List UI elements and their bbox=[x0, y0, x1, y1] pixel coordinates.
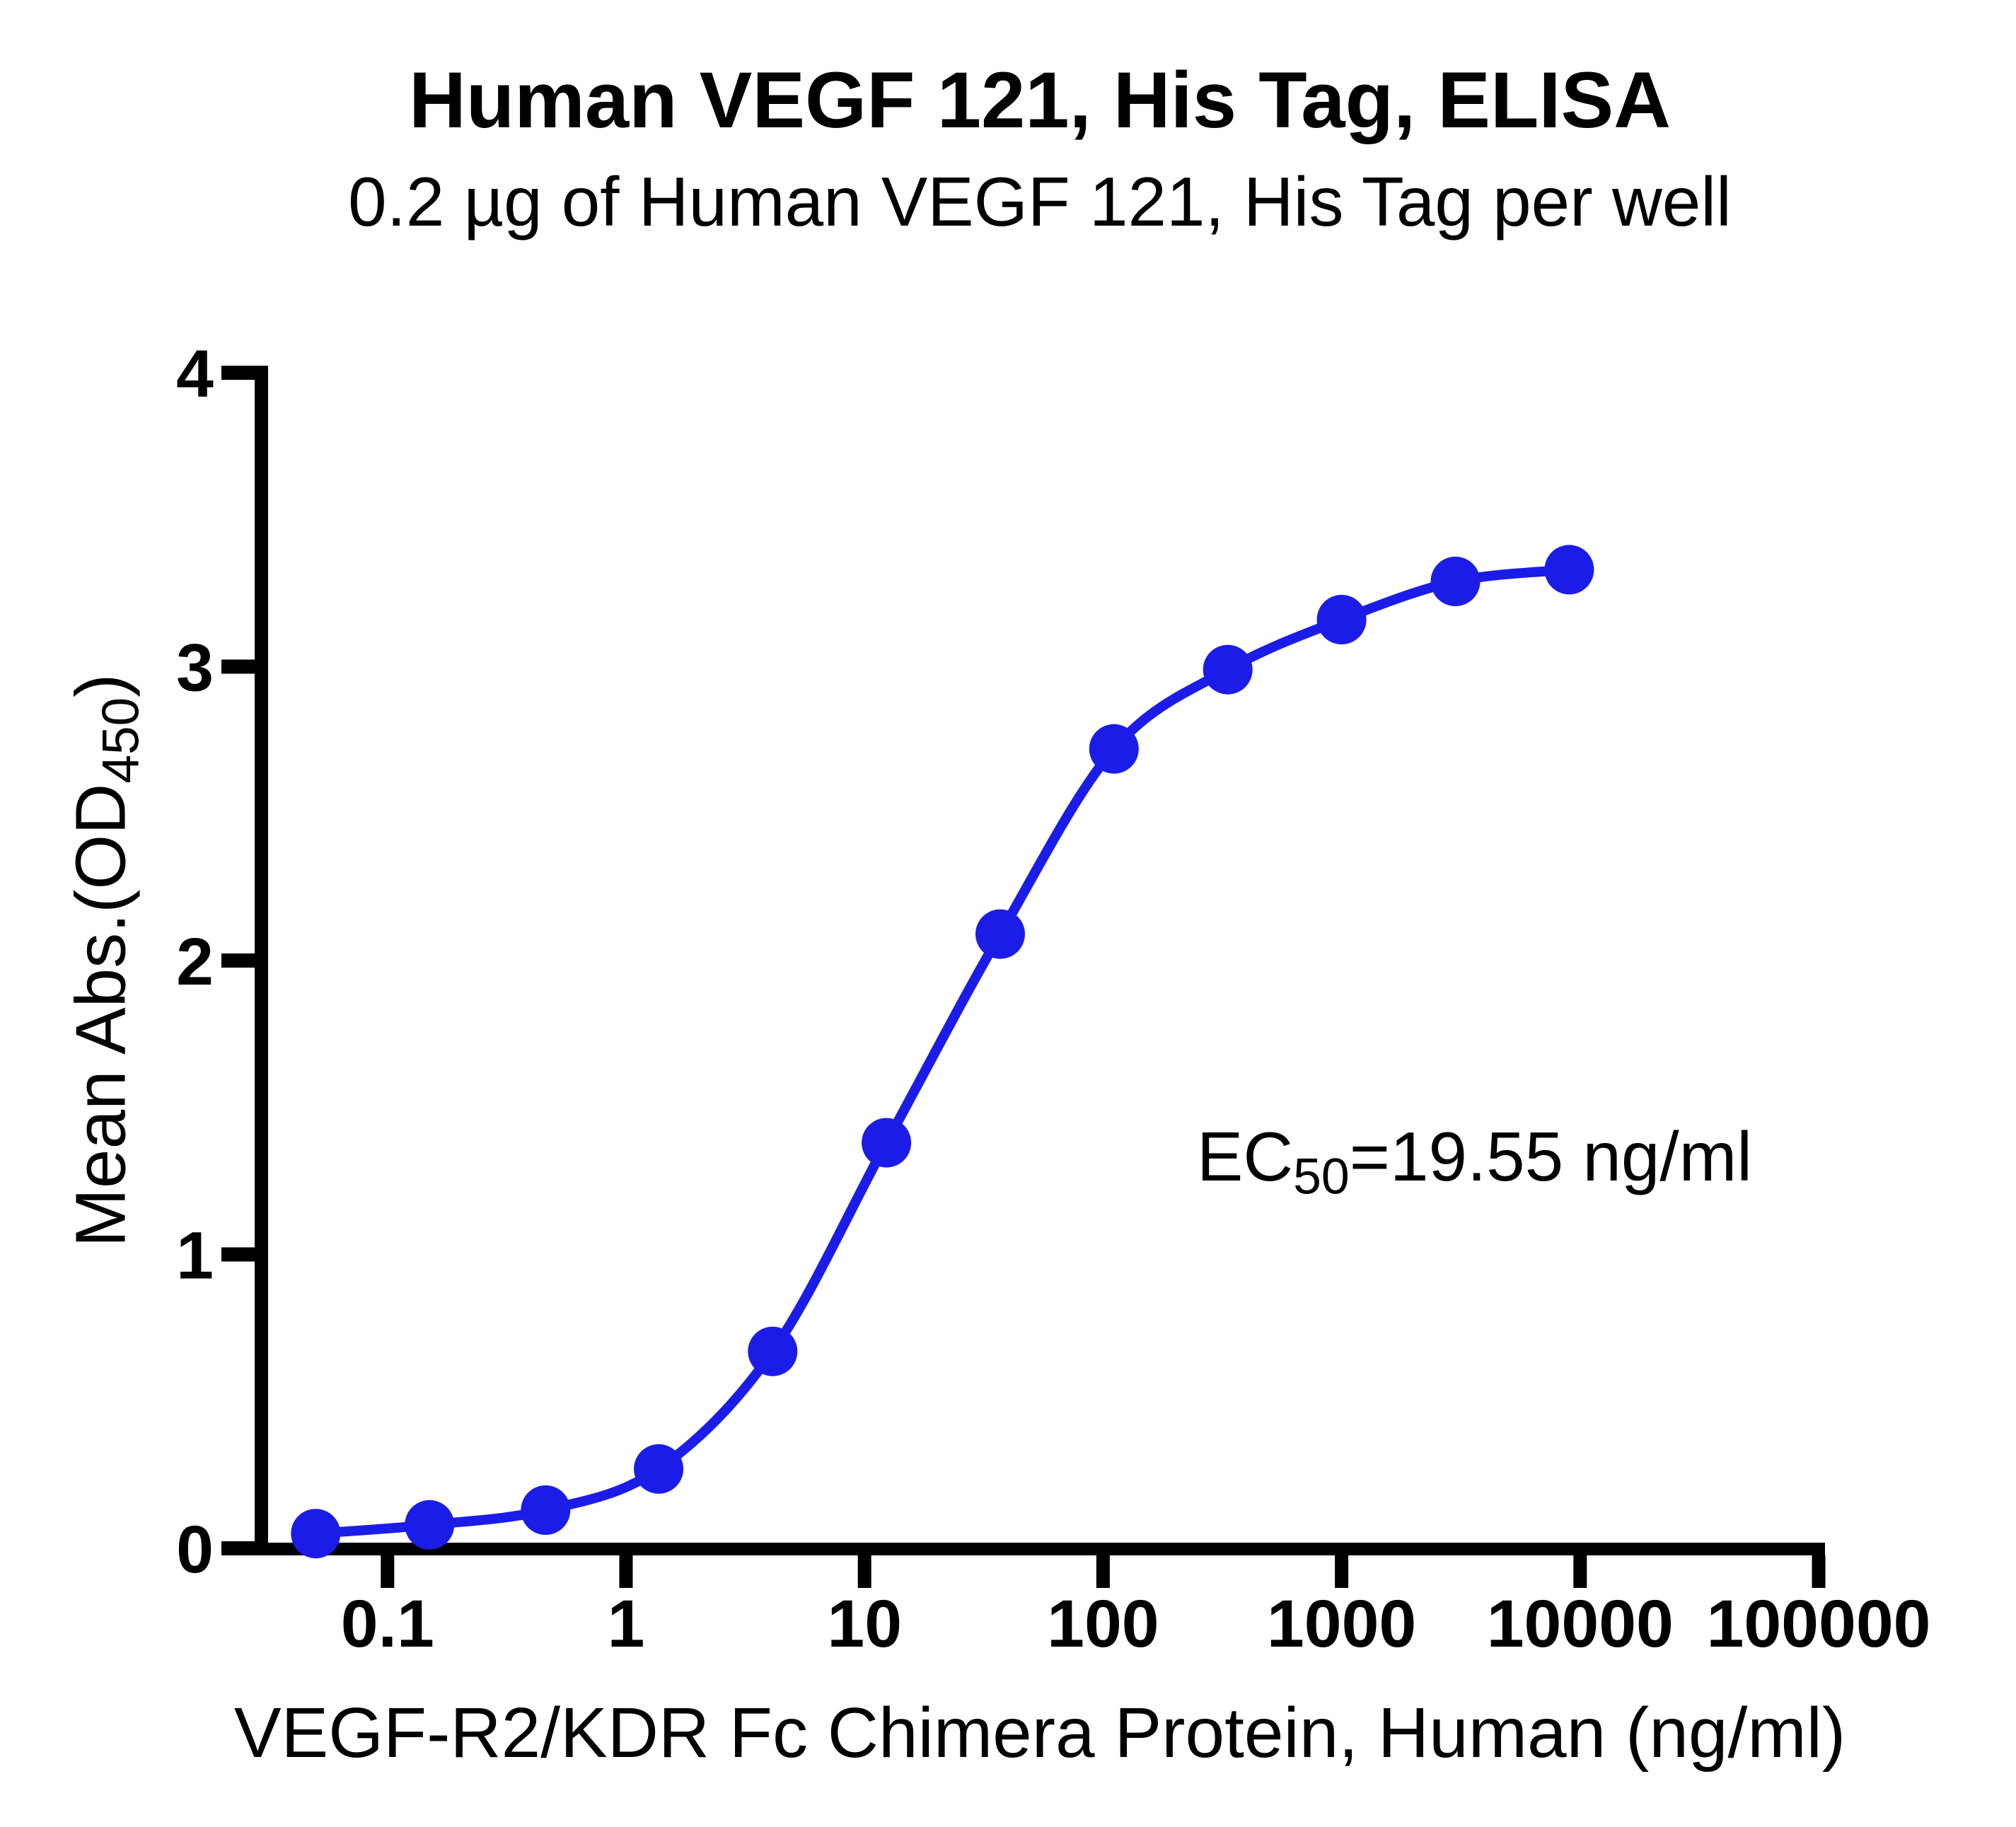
x-tick bbox=[381, 1555, 395, 1588]
x-tick-label: 1 bbox=[608, 1587, 645, 1661]
data-point bbox=[291, 1509, 341, 1559]
y-tick bbox=[221, 366, 255, 380]
x-tick bbox=[619, 1555, 633, 1588]
y-axis-spine bbox=[255, 366, 268, 1555]
y-tick bbox=[221, 953, 255, 968]
x-tick-label: 1000 bbox=[1267, 1587, 1416, 1661]
x-tick-label: 100000 bbox=[1706, 1587, 1930, 1661]
data-point bbox=[405, 1500, 455, 1550]
x-tick bbox=[1573, 1555, 1587, 1588]
y-tick-label: 0 bbox=[176, 1512, 214, 1587]
x-tick bbox=[857, 1555, 871, 1588]
data-point bbox=[1544, 545, 1594, 595]
data-point bbox=[521, 1485, 571, 1535]
x-tick-label: 0.1 bbox=[341, 1587, 434, 1661]
x-tick bbox=[1812, 1555, 1826, 1588]
data-point bbox=[1316, 595, 1367, 644]
x-tick bbox=[1335, 1555, 1349, 1588]
x-axis-line bbox=[255, 1543, 1825, 1555]
y-tick bbox=[221, 1247, 255, 1262]
y-tick-label: 3 bbox=[176, 631, 214, 706]
data-point bbox=[1430, 557, 1481, 606]
x-tick-label: 100 bbox=[1047, 1587, 1159, 1661]
y-tick-label: 4 bbox=[176, 337, 214, 412]
x-tick bbox=[1096, 1555, 1110, 1588]
data-point bbox=[1203, 644, 1253, 695]
x-tick-label: 10 bbox=[827, 1587, 902, 1661]
data-point bbox=[748, 1326, 798, 1376]
data-point bbox=[975, 909, 1025, 959]
x-tick-label: 10000 bbox=[1487, 1587, 1674, 1661]
y-tick bbox=[221, 659, 255, 674]
data-point bbox=[862, 1118, 912, 1168]
data-point bbox=[634, 1444, 684, 1494]
y-tick-label: 2 bbox=[176, 924, 214, 999]
y-tick bbox=[221, 1541, 255, 1555]
y-tick-label: 1 bbox=[176, 1219, 214, 1294]
fit-curve bbox=[311, 564, 1575, 1539]
data-point bbox=[1089, 724, 1139, 774]
